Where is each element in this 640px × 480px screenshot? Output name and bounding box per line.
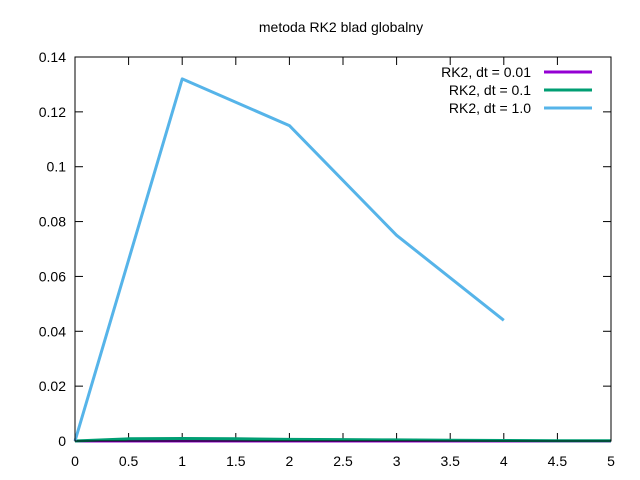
y-tick-label: 0.14 (39, 49, 66, 65)
x-tick-labels: 0 0.5 1 1.5 2 2.5 3 3.5 4 4.5 5 (71, 453, 615, 469)
legend-label-0: RK2, dt = 0.01 (441, 64, 531, 80)
y-tick-label: 0.06 (39, 268, 66, 284)
legend-label-1: RK2, dt = 0.1 (449, 82, 531, 98)
series-line-2 (73, 77, 505, 442)
x-tick-label: 2.5 (333, 453, 353, 469)
x-tick-label: 3.5 (440, 453, 460, 469)
x-tick-label: 5 (607, 453, 615, 469)
y-tick-label: 0.02 (39, 378, 66, 394)
x-tick-label: 4.5 (548, 453, 568, 469)
plot-frame (74, 56, 612, 442)
chart-title: metoda RK2 blad globalny (259, 19, 423, 35)
y-tick-label: 0.08 (39, 214, 66, 230)
y-tick-labels: 0 0.02 0.04 0.06 0.08 0.1 0.12 0.14 (39, 49, 66, 449)
y-tick-label: 0.04 (39, 323, 66, 339)
x-tick-label: 3 (393, 453, 401, 469)
x-tick-label: 2 (286, 453, 294, 469)
x-tick-label: 1.5 (226, 453, 246, 469)
y-tick-label: 0.12 (39, 104, 66, 120)
y-tick-label: 0 (58, 433, 66, 449)
y-tick-label: 0.1 (47, 159, 67, 175)
x-tick-label: 4 (500, 453, 508, 469)
x-tick-label: 1 (178, 453, 186, 469)
legend-label-2: RK2, dt = 1.0 (449, 100, 531, 116)
legend: RK2, dt = 0.01 RK2, dt = 0.1 RK2, dt = 1.0 (441, 64, 592, 116)
series-lines (73, 77, 611, 443)
x-tick-label: 0 (71, 453, 79, 469)
x-tick-label: 0.5 (119, 453, 139, 469)
